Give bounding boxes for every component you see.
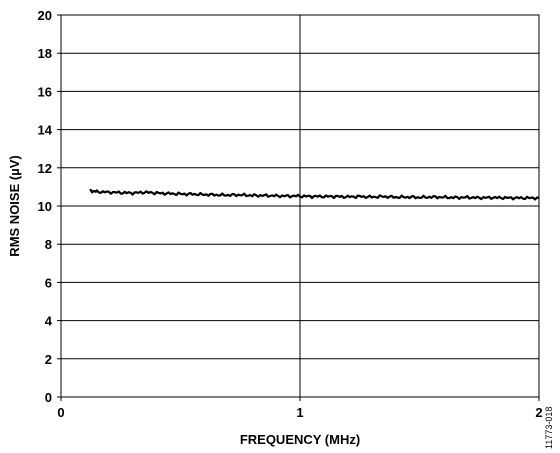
y-tick-label: 6 (45, 275, 52, 290)
y-tick-label: 18 (38, 46, 52, 61)
x-axis-title: FREQUENCY (MHz) (240, 432, 360, 447)
y-tick-label: 10 (38, 199, 52, 214)
y-tick-label: 12 (38, 161, 52, 176)
figure-id-label: 11773-018 (544, 407, 554, 449)
grid-lines (60, 14, 540, 398)
y-tick-label: 20 (38, 8, 52, 23)
y-axis-title: RMS NOISE (µV) (7, 155, 22, 256)
x-tick-label: 1 (296, 405, 303, 420)
x-axis: 0 1 2 (57, 397, 543, 420)
y-tick-label: 8 (45, 237, 52, 252)
y-tick-label: 16 (38, 84, 52, 99)
y-axis: 0 2 4 6 8 10 12 14 16 18 20 (38, 8, 61, 405)
y-tick-label: 0 (45, 390, 52, 405)
y-tick-label: 14 (38, 123, 53, 138)
y-tick-label: 4 (45, 314, 53, 329)
x-tick-label: 0 (57, 405, 64, 420)
y-tick-label: 2 (45, 352, 52, 367)
series-line-rms-noise (89, 188, 540, 201)
x-tick-label: 2 (535, 405, 542, 420)
